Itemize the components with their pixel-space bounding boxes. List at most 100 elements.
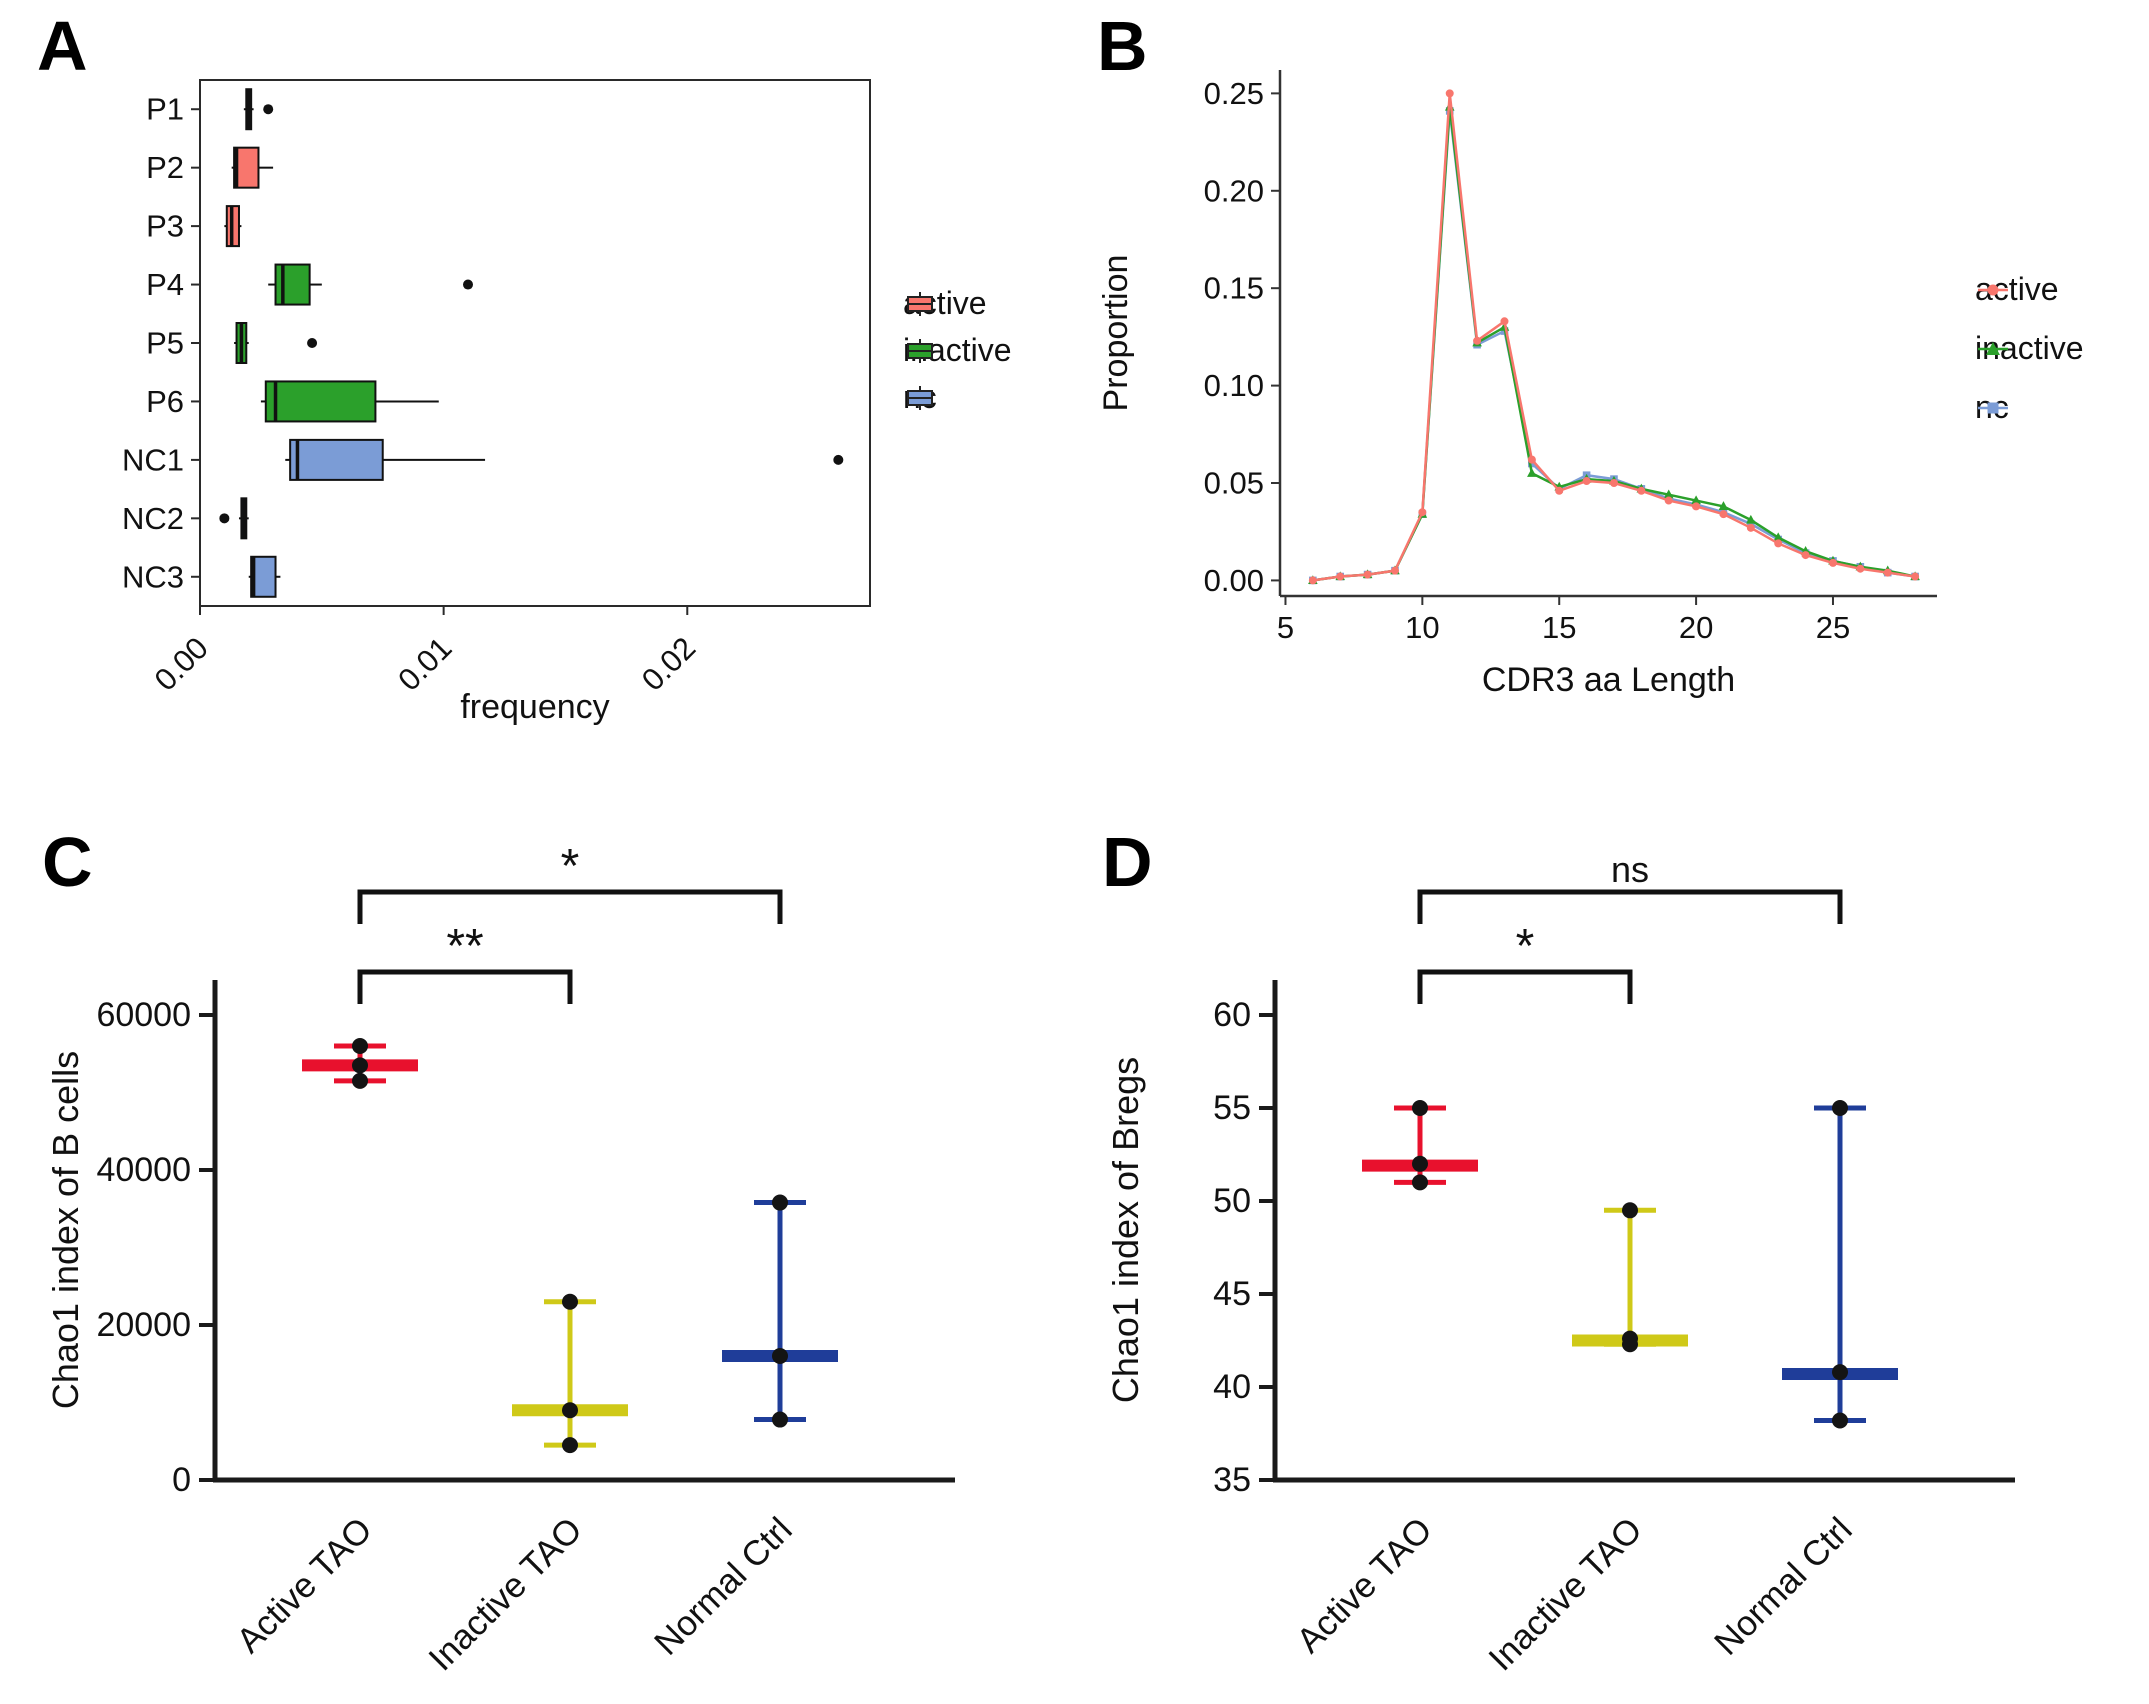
y-tick-label: 60000 <box>96 996 191 1034</box>
category-label: P4 <box>146 267 184 302</box>
data-point <box>1692 502 1701 511</box>
group-normal-ctrl <box>722 1194 838 1428</box>
data-point <box>1719 510 1728 519</box>
y-axis-label: Chao1 index of B cells <box>45 1051 86 1409</box>
group-inactive-tao <box>1572 1202 1688 1353</box>
data-point <box>1582 477 1591 486</box>
data-point <box>352 1038 368 1054</box>
x-tick-label: 0.02 <box>635 630 702 697</box>
triangle-marker-icon <box>1978 341 2008 355</box>
series-active <box>1308 89 1920 585</box>
panel-a-letter: A <box>37 7 88 85</box>
data-point <box>1500 317 1509 326</box>
group-active-tao <box>302 1038 418 1089</box>
series-nc <box>1309 107 1919 585</box>
significance-label: ns <box>1611 849 1649 890</box>
data-point <box>1363 570 1372 579</box>
plot-border <box>199 79 871 607</box>
group-label: Inactive TAO <box>421 1510 589 1678</box>
x-tick-label: 20 <box>1679 610 1713 645</box>
data-point <box>1832 1100 1848 1116</box>
significance-label: * <box>1516 920 1535 973</box>
chao1-bregs-chart: 35 40 45 50 55 60 Chao1 index of Bregs Active T… <box>1105 849 2015 1678</box>
data-point <box>772 1411 788 1428</box>
significance-bracket <box>1417 889 1843 924</box>
series-inactive <box>1308 101 1920 585</box>
data-point <box>1412 1155 1428 1172</box>
panel-c-letter: C <box>42 823 93 901</box>
data-point <box>1622 1330 1638 1347</box>
data-point <box>1663 489 1674 499</box>
legend-item-inactive: inactive <box>903 332 1012 369</box>
data-point <box>1773 532 1784 542</box>
y-tick-label: 50 <box>1213 1182 1251 1220</box>
data-point <box>772 1348 788 1364</box>
boxplot-key-icon <box>907 338 933 363</box>
x-tick-label: 15 <box>1542 610 1576 645</box>
legend-item-inactive: inactive <box>1975 330 2084 367</box>
data-point <box>562 1293 578 1310</box>
category-label: P3 <box>146 209 184 244</box>
group-label: Inactive TAO <box>1481 1510 1649 1678</box>
series-line <box>1312 93 1916 582</box>
category-label: P5 <box>146 326 184 361</box>
y-axis-label: Proportion <box>1097 255 1135 412</box>
y-tick-label: 0.15 <box>1204 271 1264 306</box>
data-point <box>1746 523 1755 532</box>
y-tick-label: 40000 <box>96 1151 191 1189</box>
group-label: Normal Ctrl <box>1707 1510 1860 1663</box>
group-normal-ctrl <box>1782 1100 1898 1429</box>
group-label: Active TAO <box>229 1510 379 1660</box>
boxplot-key-icon <box>907 385 933 410</box>
category-label: P2 <box>146 150 184 185</box>
x-axis-label: CDR3 aa Length <box>1482 661 1735 699</box>
data-point <box>1555 486 1564 495</box>
legend-item-nc: nc <box>903 379 1012 416</box>
data-point <box>1418 508 1427 517</box>
significance-bracket <box>357 889 783 924</box>
x-tick-label: 0.01 <box>391 630 458 697</box>
data-point <box>1527 455 1536 464</box>
data-point <box>1911 572 1920 581</box>
boxplot-frequency-chart: P1 P2 P3 P4 P5 P6 NC1 NC2 NC3 0.00 0.01 0.02 frequen… <box>122 79 871 726</box>
cdr3-length-line-chart: 0.00 0.05 0.10 0.15 0.20 0.25 5 10 15 20 25 Proport… <box>1097 70 1937 699</box>
y-tick-label: 0.05 <box>1204 466 1264 501</box>
legend-a: active inactive nc <box>903 280 1012 421</box>
x-tick-label: 10 <box>1405 610 1439 645</box>
panel-d: D 35 40 45 50 55 60 Chao1 index of Bregs Active… <box>1080 823 2140 1704</box>
y-tick-label: 0.00 <box>1204 563 1264 598</box>
box-P6 <box>264 380 377 423</box>
data-point <box>1445 89 1454 98</box>
data-point <box>1412 1100 1428 1116</box>
category-label: NC2 <box>122 501 184 536</box>
panel-b-letter: B <box>1097 7 1148 85</box>
group-active-tao <box>1362 1100 1478 1191</box>
boxplot-key-icon <box>907 291 933 316</box>
data-point <box>772 1194 788 1211</box>
y-tick-label: 60 <box>1213 996 1251 1034</box>
data-point <box>1336 572 1345 581</box>
data-point <box>1774 539 1783 548</box>
y-tick-label: 0 <box>172 1461 191 1499</box>
group-label: Normal Ctrl <box>647 1510 800 1663</box>
data-point <box>1883 568 1892 577</box>
data-point <box>1527 468 1537 477</box>
category-label: NC1 <box>122 442 184 477</box>
series-line <box>1312 110 1916 582</box>
y-tick-label: 20000 <box>96 1306 191 1344</box>
data-point <box>1390 566 1399 575</box>
data-point <box>1664 496 1673 505</box>
significance-label: * <box>561 840 580 893</box>
data-point <box>352 1072 368 1089</box>
data-point <box>1718 501 1729 510</box>
outlier-point <box>463 279 473 290</box>
outlier-point <box>219 513 230 524</box>
x-tick-label: 0.00 <box>148 630 215 697</box>
group-label: Active TAO <box>1289 1510 1439 1660</box>
significance-label: ** <box>446 920 483 973</box>
data-point <box>1609 479 1618 488</box>
box-P4 <box>274 263 311 306</box>
outlier-point <box>833 454 844 465</box>
panel-b: B 0.00 0.05 0.10 0.15 0.20 0.25 5 10 15 20 25 Propo… <box>1075 7 2149 742</box>
